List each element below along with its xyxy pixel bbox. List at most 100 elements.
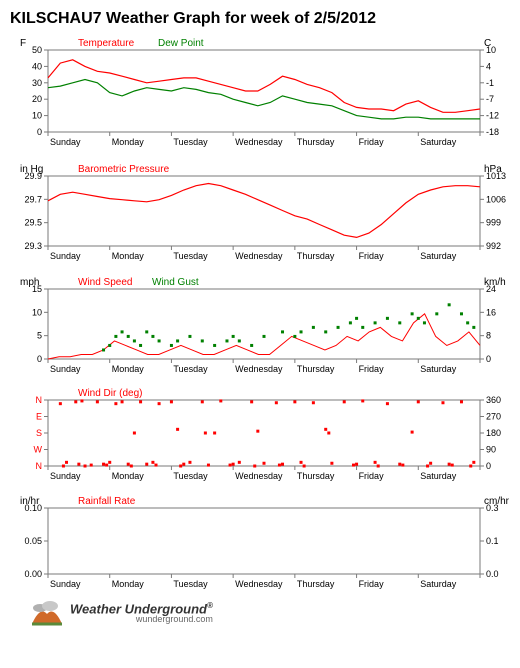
scatter-point bbox=[355, 317, 358, 320]
axis-right-tick: 360 bbox=[486, 395, 501, 405]
legend-label: Temperature bbox=[78, 38, 135, 49]
legend-label: Barometric Pressure bbox=[78, 164, 170, 175]
axis-right-tick: 999 bbox=[486, 218, 501, 228]
axis-left-tick: 40 bbox=[32, 61, 42, 71]
axis-day: Friday bbox=[359, 471, 385, 481]
legend-label: Dew Point bbox=[158, 38, 204, 49]
chart-temperature: FC01020304050-18-12-7-1410SundayMondayTu… bbox=[10, 32, 510, 150]
scatter-point bbox=[398, 463, 401, 466]
scatter-point bbox=[59, 402, 62, 405]
scatter-point bbox=[158, 339, 161, 342]
scatter-point bbox=[133, 432, 136, 435]
scatter-point bbox=[300, 330, 303, 333]
scatter-point bbox=[201, 400, 204, 403]
axis-right-tick: 16 bbox=[486, 307, 496, 317]
axis-day: Sunday bbox=[50, 251, 81, 261]
scatter-point bbox=[207, 464, 210, 467]
scatter-point bbox=[417, 400, 420, 403]
axis-day: Wednesday bbox=[235, 471, 283, 481]
scatter-point bbox=[250, 344, 253, 347]
scatter-point bbox=[170, 400, 173, 403]
scatter-point bbox=[145, 330, 148, 333]
axis-day: Monday bbox=[112, 251, 145, 261]
axis-left-tick: E bbox=[36, 412, 42, 422]
scatter-point bbox=[417, 317, 420, 320]
scatter-point bbox=[401, 464, 404, 467]
axis-day: Monday bbox=[112, 579, 145, 589]
scatter-point bbox=[472, 461, 475, 464]
scatter-point bbox=[65, 461, 68, 464]
axis-day: Wednesday bbox=[235, 579, 283, 589]
axis-left-tick: 0.05 bbox=[24, 536, 42, 546]
axis-right-tick: 8 bbox=[486, 331, 491, 341]
scatter-point bbox=[293, 400, 296, 403]
scatter-point bbox=[77, 463, 80, 466]
axis-left-tick: 29.9 bbox=[24, 171, 42, 181]
axis-day: Wednesday bbox=[235, 364, 283, 374]
scatter-point bbox=[158, 402, 161, 405]
scatter-point bbox=[451, 464, 454, 467]
axis-right-tick: 0.1 bbox=[486, 536, 499, 546]
scatter-point bbox=[312, 401, 315, 404]
wu-logo-icon bbox=[30, 600, 64, 626]
axis-day: Monday bbox=[112, 471, 145, 481]
scatter-point bbox=[151, 461, 154, 464]
axis-left-tick: 29.5 bbox=[24, 218, 42, 228]
axis-right-tick: 180 bbox=[486, 428, 501, 438]
legend-label: Rainfall Rate bbox=[78, 496, 136, 507]
axis-right-tick: 4 bbox=[486, 61, 491, 71]
axis-left-tick: 0 bbox=[37, 127, 42, 137]
scatter-point bbox=[170, 344, 173, 347]
axis-day: Monday bbox=[112, 364, 145, 374]
axis-left-tick: 5 bbox=[37, 331, 42, 341]
scatter-point bbox=[121, 330, 124, 333]
axis-day: Tuesday bbox=[173, 471, 208, 481]
legend-label: Wind Dir (deg) bbox=[78, 388, 142, 399]
axis-left-tick: W bbox=[34, 445, 43, 455]
axis-day: Friday bbox=[359, 137, 385, 147]
scatter-point bbox=[133, 339, 136, 342]
scatter-point bbox=[448, 463, 451, 466]
scatter-point bbox=[398, 321, 401, 324]
axis-day: Friday bbox=[359, 364, 385, 374]
scatter-point bbox=[429, 462, 432, 465]
axis-day: Saturday bbox=[420, 471, 457, 481]
scatter-point bbox=[386, 402, 389, 405]
scatter-point bbox=[253, 465, 256, 468]
scatter-point bbox=[275, 401, 278, 404]
axis-day: Thursday bbox=[297, 579, 335, 589]
footer: Weather Underground® wunderground.com bbox=[10, 600, 510, 626]
scatter-point bbox=[386, 317, 389, 320]
scatter-point bbox=[423, 321, 426, 324]
scatter-point bbox=[256, 430, 259, 433]
axis-day: Tuesday bbox=[173, 251, 208, 261]
axis-right-tick: 10 bbox=[486, 45, 496, 55]
scatter-point bbox=[374, 321, 377, 324]
footer-brand: Weather Underground® bbox=[70, 602, 213, 615]
scatter-point bbox=[352, 464, 355, 467]
axis-day: Thursday bbox=[297, 471, 335, 481]
scatter-point bbox=[204, 432, 207, 435]
scatter-point bbox=[229, 464, 232, 467]
axis-left-tick: 30 bbox=[32, 78, 42, 88]
axis-right-tick: 992 bbox=[486, 241, 501, 251]
axis-day: Wednesday bbox=[235, 137, 283, 147]
scatter-point bbox=[127, 463, 130, 466]
axis-right-tick: 1006 bbox=[486, 194, 506, 204]
scatter-point bbox=[188, 335, 191, 338]
axis-left-tick: 10 bbox=[32, 307, 42, 317]
scatter-point bbox=[469, 465, 472, 468]
scatter-point bbox=[238, 461, 241, 464]
scatter-point bbox=[139, 344, 142, 347]
scatter-point bbox=[127, 335, 130, 338]
axis-right-tick: -1 bbox=[486, 78, 494, 88]
scatter-point bbox=[250, 400, 253, 403]
scatter-point bbox=[324, 428, 327, 431]
axis-right-tick: 0.0 bbox=[486, 569, 499, 579]
axis-day: Sunday bbox=[50, 579, 81, 589]
legend-label: Wind Gust bbox=[152, 277, 199, 288]
axis-day: Friday bbox=[359, 251, 385, 261]
axis-right-tick: 90 bbox=[486, 445, 496, 455]
scatter-point bbox=[337, 326, 340, 329]
scatter-point bbox=[411, 312, 414, 315]
